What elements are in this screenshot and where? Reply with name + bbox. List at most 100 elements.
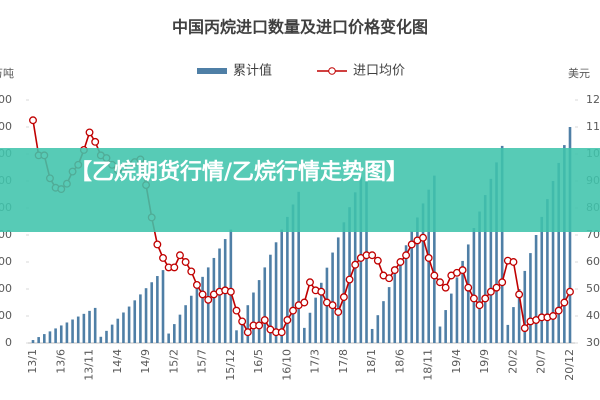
bar bbox=[110, 324, 114, 343]
bar bbox=[269, 254, 272, 343]
bar bbox=[336, 237, 340, 343]
y-tick-label: 200 bbox=[0, 282, 12, 295]
line-marker bbox=[334, 308, 343, 316]
bar bbox=[229, 229, 233, 343]
legend-swatch bbox=[197, 68, 227, 74]
bar bbox=[116, 318, 120, 343]
line-marker bbox=[91, 137, 100, 146]
bar bbox=[478, 211, 481, 343]
bar bbox=[534, 235, 538, 343]
bar bbox=[506, 324, 510, 343]
y2-tick-label: 500 bbox=[586, 282, 600, 295]
bar bbox=[461, 260, 464, 343]
bar bbox=[546, 199, 549, 343]
x-tick-label: 15/2 bbox=[167, 349, 180, 374]
y-axis-label: 万吨 bbox=[0, 67, 14, 80]
line-marker bbox=[486, 287, 495, 296]
bar bbox=[303, 327, 306, 343]
bar bbox=[240, 317, 244, 343]
x-tick-label: 19/4 bbox=[450, 349, 463, 374]
x-tick-label: 20/12 bbox=[563, 349, 576, 381]
bar bbox=[37, 337, 40, 343]
bar bbox=[331, 252, 334, 343]
y2-axis-label: 美元 bbox=[568, 67, 590, 80]
line-marker bbox=[373, 256, 382, 265]
bar bbox=[252, 292, 255, 343]
bar bbox=[483, 195, 487, 343]
bar bbox=[393, 273, 397, 343]
banner: 【乙烷期货行情/乙烷行情走势图】 bbox=[0, 148, 600, 232]
line-marker bbox=[351, 260, 360, 269]
x-tick-label: 15/7 bbox=[196, 349, 209, 374]
bar bbox=[319, 282, 323, 343]
x-tick-label: 18/11 bbox=[422, 349, 435, 381]
y2-tick-label: 1100 bbox=[586, 120, 600, 133]
legend-label: 进口均价 bbox=[353, 64, 405, 79]
bar bbox=[280, 229, 284, 343]
line-marker bbox=[260, 316, 269, 324]
bar bbox=[93, 307, 97, 343]
bar bbox=[438, 326, 442, 343]
y-tick-label: 800 bbox=[0, 120, 12, 133]
line-marker bbox=[481, 294, 490, 303]
line-marker bbox=[204, 295, 213, 304]
bar bbox=[48, 331, 52, 343]
bar bbox=[286, 216, 289, 343]
x-tick-label: 15/12 bbox=[224, 349, 237, 381]
bar bbox=[43, 334, 46, 343]
bar bbox=[88, 310, 91, 343]
bar bbox=[444, 310, 447, 343]
line-marker bbox=[368, 251, 377, 260]
line-marker bbox=[509, 258, 518, 266]
line-marker bbox=[402, 251, 411, 260]
line-marker bbox=[339, 293, 348, 302]
x-tick-label: 13/6 bbox=[54, 349, 67, 374]
legend-label: 累计值 bbox=[233, 63, 272, 79]
bar bbox=[99, 336, 103, 343]
line-marker bbox=[436, 278, 444, 287]
bar bbox=[133, 300, 137, 343]
bar bbox=[257, 280, 261, 343]
line-marker bbox=[566, 287, 574, 296]
bar bbox=[161, 270, 165, 343]
line-marker bbox=[153, 240, 162, 249]
bar bbox=[529, 253, 532, 343]
line-marker bbox=[255, 321, 264, 330]
bar bbox=[195, 286, 199, 343]
line-marker bbox=[469, 294, 478, 303]
bar bbox=[387, 287, 391, 343]
y-tick-label: 0 bbox=[5, 336, 12, 349]
bar bbox=[404, 245, 408, 343]
line-marker bbox=[430, 271, 439, 280]
x-tick-label: 13/1 bbox=[26, 349, 39, 374]
line-marker bbox=[441, 283, 450, 292]
bar bbox=[156, 276, 159, 343]
line-marker bbox=[492, 283, 501, 292]
line-marker bbox=[300, 298, 309, 307]
bar bbox=[173, 324, 176, 343]
bar bbox=[376, 315, 380, 343]
line-marker bbox=[407, 240, 416, 249]
line-marker bbox=[29, 116, 37, 125]
bar bbox=[167, 333, 170, 343]
bar bbox=[449, 293, 453, 343]
x-tick-label: 17/3 bbox=[309, 349, 322, 374]
bar bbox=[410, 231, 414, 343]
bar bbox=[189, 295, 193, 343]
bar bbox=[455, 277, 459, 343]
bar bbox=[500, 145, 504, 343]
line-marker bbox=[554, 306, 563, 315]
bar bbox=[71, 319, 74, 343]
bar bbox=[122, 312, 125, 343]
bar bbox=[105, 330, 108, 343]
bar bbox=[551, 181, 555, 343]
y-tick-label: 900 bbox=[0, 93, 12, 106]
line-marker bbox=[226, 287, 235, 296]
x-tick-label: 16/10 bbox=[280, 349, 293, 381]
y2-tick-label: 600 bbox=[586, 255, 600, 268]
line-marker bbox=[520, 324, 529, 333]
bar bbox=[512, 307, 515, 343]
bar bbox=[421, 203, 425, 343]
bar bbox=[427, 189, 430, 343]
